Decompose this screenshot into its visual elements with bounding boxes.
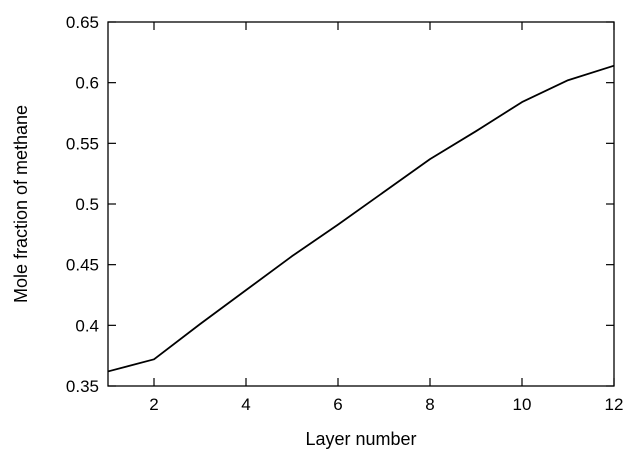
y-tick-label: 0.5 <box>75 195 99 214</box>
y-tick-label: 0.65 <box>66 13 99 32</box>
series-line-0 <box>107 64 615 373</box>
x-tick-label: 6 <box>333 395 342 414</box>
y-ticks <box>108 21 614 387</box>
x-tick-label: 2 <box>149 395 158 414</box>
y-tick-label: 0.55 <box>66 134 99 153</box>
y-axis-title: Mole fraction of methane <box>11 105 31 303</box>
x-tick-label: 12 <box>605 395 624 414</box>
x-tick-labels: 2 4 6 8 10 12 <box>149 395 623 414</box>
x-tick-label: 4 <box>241 395 250 414</box>
y-tick-label: 0.35 <box>66 377 99 396</box>
x-tick-label: 10 <box>513 395 532 414</box>
x-tick-label: 8 <box>425 395 434 414</box>
series-group <box>107 64 615 373</box>
x-ticks <box>153 22 615 386</box>
y-tick-label: 0.6 <box>75 74 99 93</box>
plot-frame <box>107 21 615 387</box>
y-tick-label: 0.4 <box>75 316 99 335</box>
x-axis-title: Layer number <box>305 429 416 449</box>
y-tick-label: 0.45 <box>66 256 99 275</box>
y-tick-labels: 0.35 0.4 0.45 0.5 0.55 0.6 0.65 <box>66 13 99 396</box>
